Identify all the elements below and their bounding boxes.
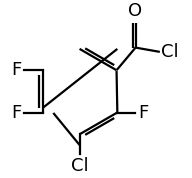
Text: F: F: [11, 104, 21, 122]
Text: Cl: Cl: [71, 157, 88, 175]
Text: F: F: [138, 104, 148, 122]
Text: O: O: [128, 2, 143, 20]
Text: F: F: [11, 61, 21, 79]
Text: Cl: Cl: [161, 43, 179, 61]
